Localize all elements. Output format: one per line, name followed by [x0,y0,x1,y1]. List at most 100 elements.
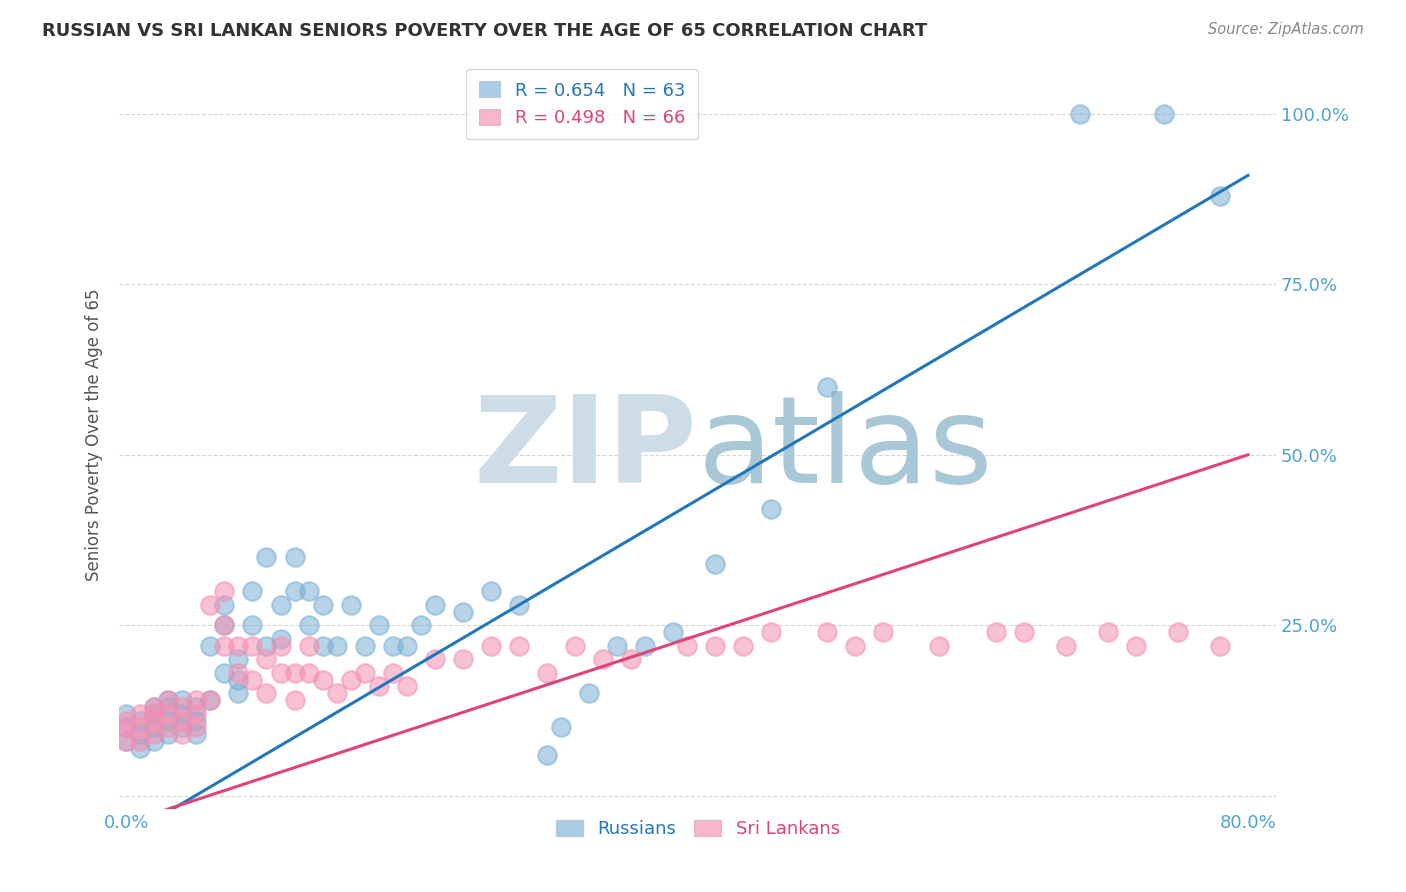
Point [242,584,264,599]
Point [423,598,446,612]
Point [172,693,194,707]
Y-axis label: Seniors Poverty Over the Age of 65: Seniors Poverty Over the Age of 65 [86,288,103,581]
Point [214,665,236,680]
Point [172,714,194,728]
Point [256,549,278,564]
Point [129,727,152,741]
Point [704,557,727,571]
Legend: Russians, Sri Lankans: Russians, Sri Lankans [548,813,846,845]
Point [129,714,152,728]
Point [592,652,614,666]
Point [172,720,194,734]
Point [129,740,152,755]
Point [242,673,264,687]
Point [676,639,699,653]
Point [228,686,250,700]
Point [283,584,305,599]
Point [270,639,292,653]
Point [395,639,418,653]
Point [451,605,474,619]
Point [157,693,180,707]
Point [283,665,305,680]
Point [157,720,180,734]
Point [634,639,657,653]
Point [143,720,166,734]
Point [381,665,404,680]
Point [606,639,628,653]
Point [704,639,727,653]
Text: ZIP: ZIP [474,391,697,508]
Point [228,665,250,680]
Text: atlas: atlas [697,391,993,508]
Point [270,665,292,680]
Point [620,652,643,666]
Point [297,665,319,680]
Point [283,549,305,564]
Point [395,680,418,694]
Point [228,673,250,687]
Point [1153,107,1175,121]
Point [536,747,558,762]
Point [367,618,389,632]
Point [200,693,222,707]
Point [157,714,180,728]
Point [129,706,152,721]
Point [186,706,208,721]
Point [143,700,166,714]
Point [172,727,194,741]
Point [1069,107,1091,121]
Point [270,598,292,612]
Point [256,639,278,653]
Point [761,502,783,516]
Point [172,706,194,721]
Point [143,714,166,728]
Point [564,639,586,653]
Point [325,639,347,653]
Point [928,639,950,653]
Point [761,624,783,639]
Point [297,618,319,632]
Point [311,639,333,653]
Point [228,652,250,666]
Point [1209,189,1232,203]
Point [451,652,474,666]
Point [186,714,208,728]
Point [214,584,236,599]
Text: Source: ZipAtlas.com: Source: ZipAtlas.com [1208,22,1364,37]
Point [578,686,600,700]
Point [479,584,502,599]
Point [381,639,404,653]
Point [815,624,838,639]
Point [339,673,361,687]
Point [536,665,558,680]
Point [200,693,222,707]
Point [1209,639,1232,653]
Point [311,673,333,687]
Point [662,624,685,639]
Point [129,720,152,734]
Point [200,639,222,653]
Point [367,680,389,694]
Point [115,734,138,748]
Point [242,639,264,653]
Point [256,652,278,666]
Point [353,639,375,653]
Point [186,720,208,734]
Point [115,720,138,734]
Point [297,584,319,599]
Point [143,700,166,714]
Point [200,598,222,612]
Point [1054,639,1077,653]
Point [172,700,194,714]
Point [844,639,866,653]
Point [270,632,292,646]
Point [186,700,208,714]
Point [1097,624,1119,639]
Point [228,639,250,653]
Point [129,734,152,748]
Point [339,598,361,612]
Point [733,639,755,653]
Point [115,734,138,748]
Text: RUSSIAN VS SRI LANKAN SENIORS POVERTY OVER THE AGE OF 65 CORRELATION CHART: RUSSIAN VS SRI LANKAN SENIORS POVERTY OV… [42,22,928,40]
Point [815,379,838,393]
